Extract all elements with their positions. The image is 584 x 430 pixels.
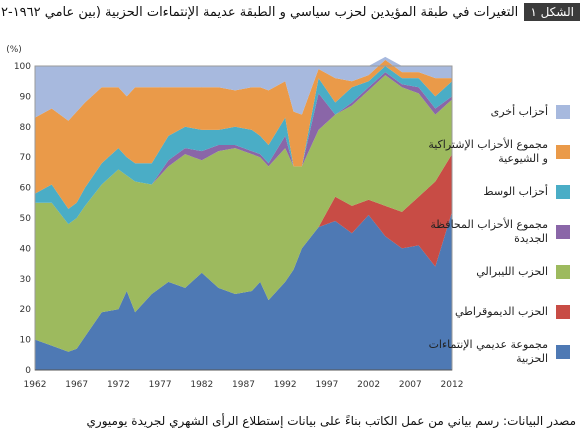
y-tick-label: 90: [20, 92, 32, 102]
legend-swatch: [556, 225, 570, 239]
x-tick-label: 1972: [107, 380, 130, 390]
x-tick-label: 1992: [274, 380, 297, 390]
x-tick-label: 2012: [441, 380, 464, 390]
legend-item: مجموعة عديمي الإنتماءات الحزبية: [420, 332, 570, 372]
x-tick-label: 2002: [357, 380, 380, 390]
legend-swatch: [556, 345, 570, 359]
figure-number-badge: الشكل ١: [524, 3, 580, 21]
chart-legend: أحزاب أخرى مجموع الأحزاب الإشتراكية و الش…: [420, 92, 570, 372]
y-tick-label: 20: [20, 305, 32, 315]
legend-item: مجموع الأحزاب الإشتراكية و الشيوعية: [420, 132, 570, 172]
legend-item: الحزب الليبرالي: [420, 252, 570, 292]
legend-label: مجموعة عديمي الإنتماءات الحزبية: [428, 338, 548, 365]
x-tick-label: 1997: [315, 380, 338, 390]
legend-item: أحزاب الوسط: [420, 172, 570, 212]
area-series-6: [35, 59, 452, 209]
y-tick-label: 100: [14, 62, 31, 72]
legend-item: الحزب الديموقراطي: [420, 292, 570, 332]
y-tick-label: 40: [20, 244, 32, 254]
y-axis-label: (%): [6, 45, 22, 55]
area-series-5: [35, 66, 452, 225]
y-tick-label: 0: [25, 366, 31, 376]
legend-label: أحزاب الوسط: [483, 185, 548, 198]
x-tick-label: 1987: [232, 380, 255, 390]
area-series-4: [35, 72, 452, 225]
legend-label: الحزب الديموقراطي: [454, 305, 548, 318]
area-series-3: [35, 75, 452, 352]
x-tick-label: 2007: [399, 380, 422, 390]
y-tick-label: 80: [20, 123, 32, 133]
data-source-note: مصدر البيانات: رسم بياني من عمل الكاتب ب…: [86, 414, 576, 428]
y-tick-label: 70: [20, 153, 32, 163]
legend-label: الحزب الليبرالي: [476, 265, 548, 278]
legend-label: مجموع الأحزاب الإشتراكية و الشيوعية: [428, 138, 548, 165]
x-tick-label: 1977: [149, 380, 172, 390]
figure-title: التغيرات في طبقة المؤيدين لحزب سياسي و ا…: [0, 4, 519, 20]
legend-label: مجموع الأحزاب المحافظة الجديدة: [430, 218, 548, 245]
legend-swatch: [556, 145, 570, 159]
y-tick-label: 30: [20, 275, 32, 285]
legend-swatch: [556, 185, 570, 199]
x-tick-label: 1982: [190, 380, 213, 390]
legend-swatch: [556, 305, 570, 319]
legend-swatch: [556, 105, 570, 119]
y-tick-label: 10: [20, 336, 32, 346]
legend-item: مجموع الأحزاب المحافظة الجديدة: [420, 212, 570, 252]
x-tick-label: 1962: [24, 380, 47, 390]
y-tick-label: 60: [20, 184, 32, 194]
legend-label: أحزاب أخرى: [490, 105, 548, 118]
x-tick-label: 1967: [65, 380, 88, 390]
legend-swatch: [556, 265, 570, 279]
area-series-2: [35, 154, 452, 352]
figure-title-row: الشكل ١ التغيرات في طبقة المؤيدين لحزب س…: [0, 0, 580, 24]
area-series-7: [35, 56, 452, 121]
y-tick-label: 50: [20, 214, 32, 224]
legend-item: أحزاب أخرى: [420, 92, 570, 132]
area-series-1: [35, 211, 452, 370]
